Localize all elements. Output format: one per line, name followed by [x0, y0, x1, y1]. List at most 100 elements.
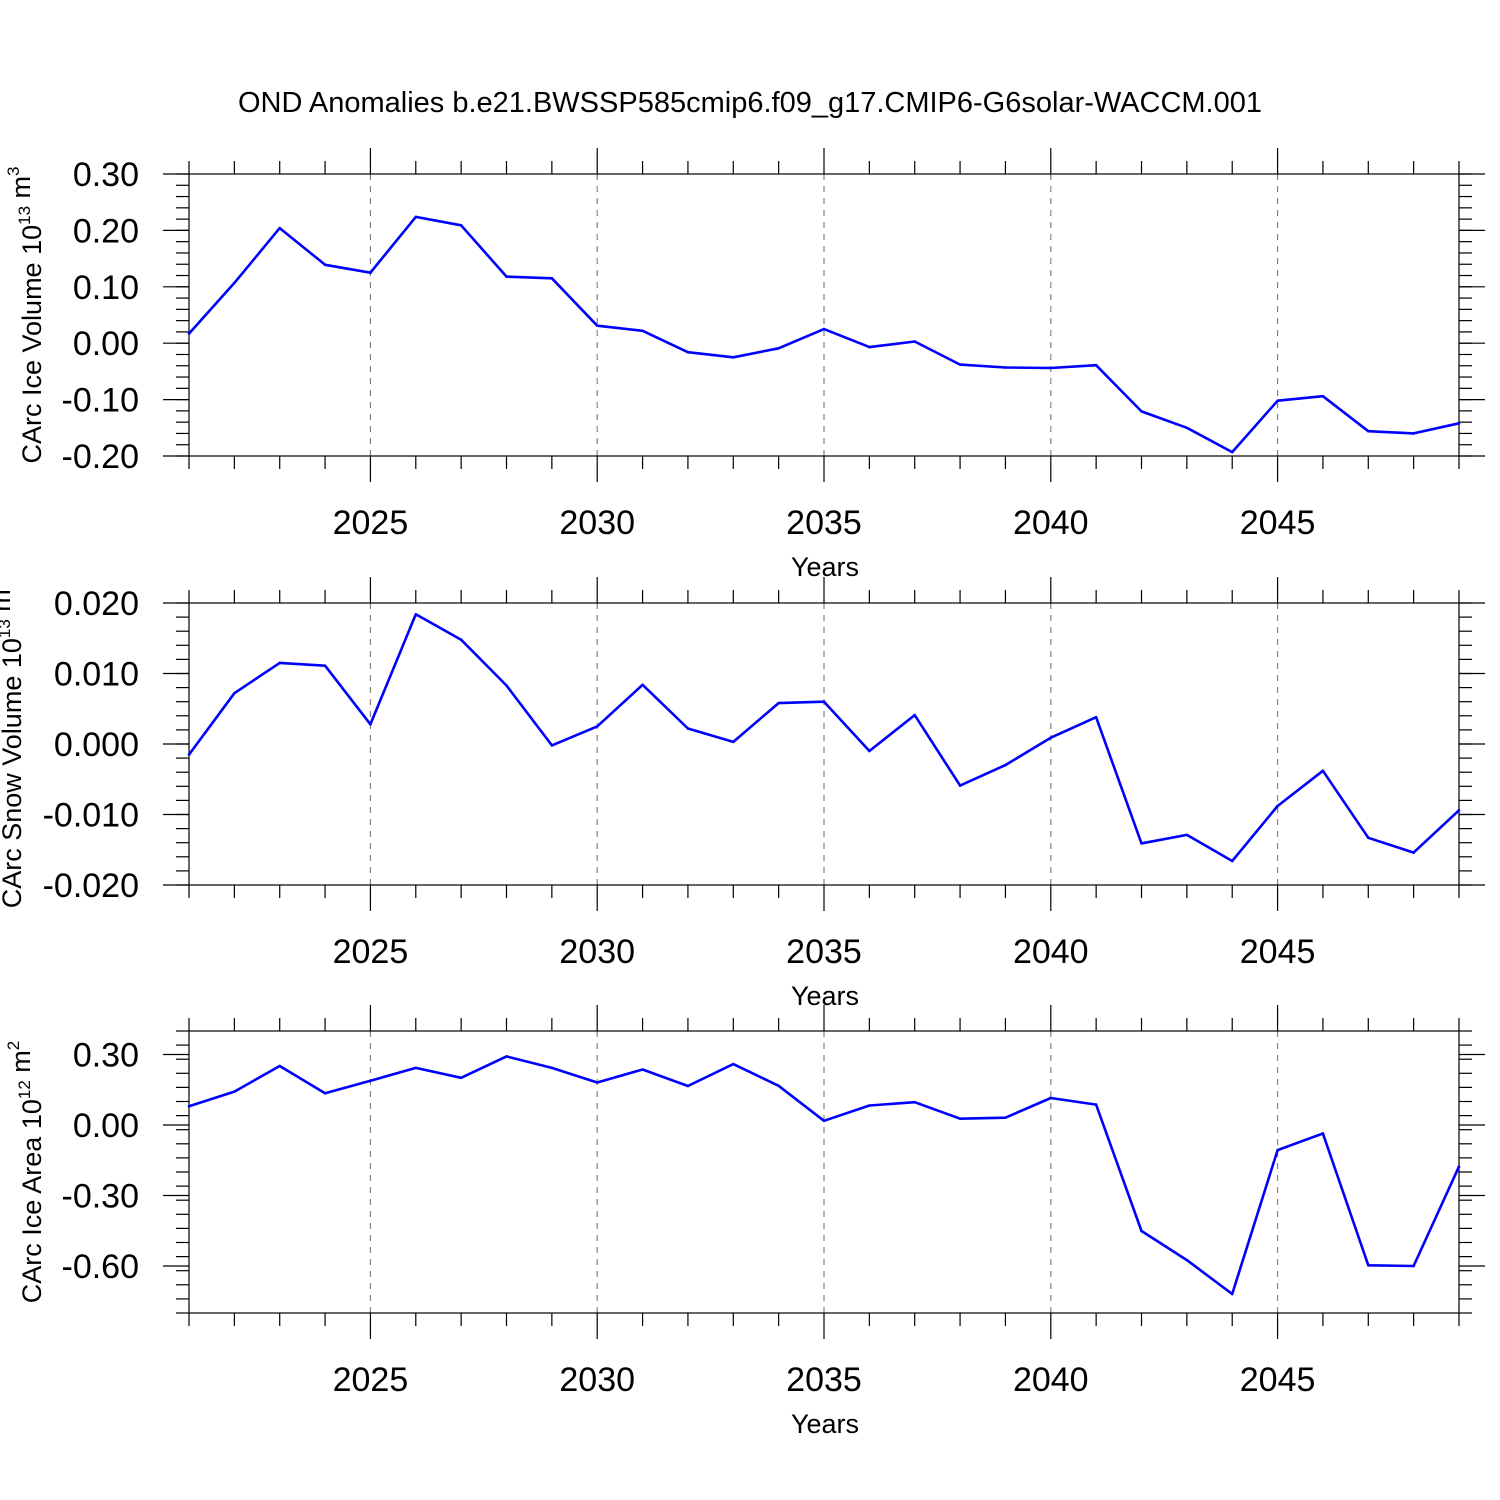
data-point	[278, 661, 282, 665]
data-point	[1321, 394, 1325, 398]
data-point	[550, 744, 554, 747]
data-point	[686, 727, 690, 730]
data-point	[414, 215, 418, 219]
data-point	[641, 329, 644, 333]
data-point	[868, 749, 871, 753]
data-point	[731, 1062, 735, 1066]
y-axis-label-part: CArc Ice Volume 10	[17, 225, 47, 464]
x-tick-label: 2025	[333, 1361, 409, 1399]
data-point	[1276, 1148, 1279, 1152]
x-tick-label: 2030	[559, 933, 635, 971]
data-point	[369, 722, 372, 726]
x-tick-label: 2045	[1240, 933, 1316, 971]
data-point	[1321, 769, 1325, 773]
data-point	[1412, 1264, 1415, 1268]
y-tick-label: -0.60	[62, 1248, 140, 1286]
data-point	[1004, 366, 1007, 369]
x-tick-label: 2025	[333, 933, 409, 971]
data-point	[1412, 851, 1415, 854]
data-point	[278, 1064, 282, 1068]
data-point	[414, 612, 418, 616]
x-tick-label: 2045	[1240, 504, 1316, 542]
data-point	[641, 683, 644, 687]
data-point	[777, 1084, 780, 1088]
y-axis-label: CArc Snow Volume 1013 m3	[0, 580, 27, 909]
data-point	[187, 1104, 191, 1108]
plot-frame	[188, 1030, 1460, 1314]
data-point	[1366, 429, 1370, 433]
data-point	[550, 277, 554, 280]
y-tick-label: 0.010	[54, 656, 139, 694]
data-point	[1004, 1116, 1007, 1120]
data-point	[641, 1068, 644, 1071]
data-point	[233, 281, 236, 285]
data-point	[459, 638, 463, 641]
data-point	[278, 226, 282, 230]
y-axis-label-superscript: 3	[0, 580, 3, 589]
data-point	[1094, 363, 1098, 367]
data-point	[958, 1117, 962, 1120]
y-tick-label: 0.000	[54, 726, 139, 764]
x-tick-label: 2035	[786, 933, 862, 971]
data-point	[731, 740, 735, 744]
y-tick-label: -0.020	[43, 867, 139, 905]
data-point	[822, 327, 826, 331]
data-point	[187, 332, 191, 335]
chart-title: OND Anomalies b.e21.BWSSP585cmip6.f09_g1…	[238, 87, 1262, 119]
x-tick-label: 2040	[1013, 933, 1089, 971]
y-axis-label-part: m	[6, 176, 36, 206]
y-tick-label: 0.20	[73, 212, 139, 250]
data-point	[459, 224, 463, 227]
data-point	[1412, 432, 1415, 435]
y-axis-label-superscript: 13	[0, 619, 14, 638]
x-axis-label: Years	[791, 1409, 859, 1439]
data-point	[550, 1066, 554, 1070]
y-tick-label: -0.20	[62, 438, 140, 476]
data-point	[1457, 1165, 1461, 1168]
data-point	[1230, 1292, 1234, 1296]
x-tick-label: 2035	[786, 1361, 862, 1399]
y-tick-label: -0.30	[62, 1178, 140, 1216]
data-point	[369, 271, 372, 275]
data-point	[595, 725, 599, 728]
data-point	[505, 275, 508, 278]
data-point	[1094, 1103, 1098, 1106]
chart-panel-2: 0.020 0.010 0.000 -0.010 -0.020 2025 2030 2035 2…	[0, 577, 1485, 1011]
data-point	[1004, 763, 1007, 767]
data-point	[505, 684, 508, 687]
data-point	[187, 753, 191, 756]
data-point	[323, 263, 327, 267]
data-point	[1366, 1263, 1370, 1267]
x-axis-label: Years	[791, 552, 859, 582]
data-point	[1230, 450, 1234, 454]
y-tick-label: 0.10	[73, 269, 139, 307]
x-tick-label: 2035	[786, 504, 862, 542]
data-point	[1321, 1132, 1325, 1135]
data-point	[459, 1076, 463, 1080]
y-axis-label: CArc Ice Volume 1013 m3	[4, 166, 47, 463]
data-point	[1366, 836, 1370, 840]
y-axis-label-superscript: 2	[4, 1041, 23, 1050]
data-point	[1457, 421, 1461, 425]
x-tick-label: 2040	[1013, 1361, 1089, 1399]
y-axis-label-part: CArc Snow Volume 10	[0, 638, 27, 908]
data-point	[913, 340, 917, 343]
y-axis-label-superscript: 3	[4, 166, 23, 175]
data-point	[233, 691, 236, 695]
y-tick-label: 0.00	[73, 1107, 139, 1145]
y-tick-label: 0.30	[73, 156, 139, 194]
data-point	[323, 664, 327, 668]
data-point	[1185, 426, 1189, 430]
data-point	[913, 1100, 917, 1104]
chart-panel-3: 0.30 0.00 -0.30 -0.60 2025 2030 2035 2040 2045 Ye…	[4, 1005, 1485, 1439]
x-tick-label: 2040	[1013, 504, 1089, 542]
data-point	[595, 1081, 599, 1084]
data-point	[1185, 833, 1189, 837]
data-point	[369, 1079, 372, 1083]
data-point	[822, 1119, 826, 1123]
y-tick-label: -0.10	[62, 382, 140, 420]
data-point	[1049, 366, 1053, 370]
data-point	[1140, 842, 1143, 845]
